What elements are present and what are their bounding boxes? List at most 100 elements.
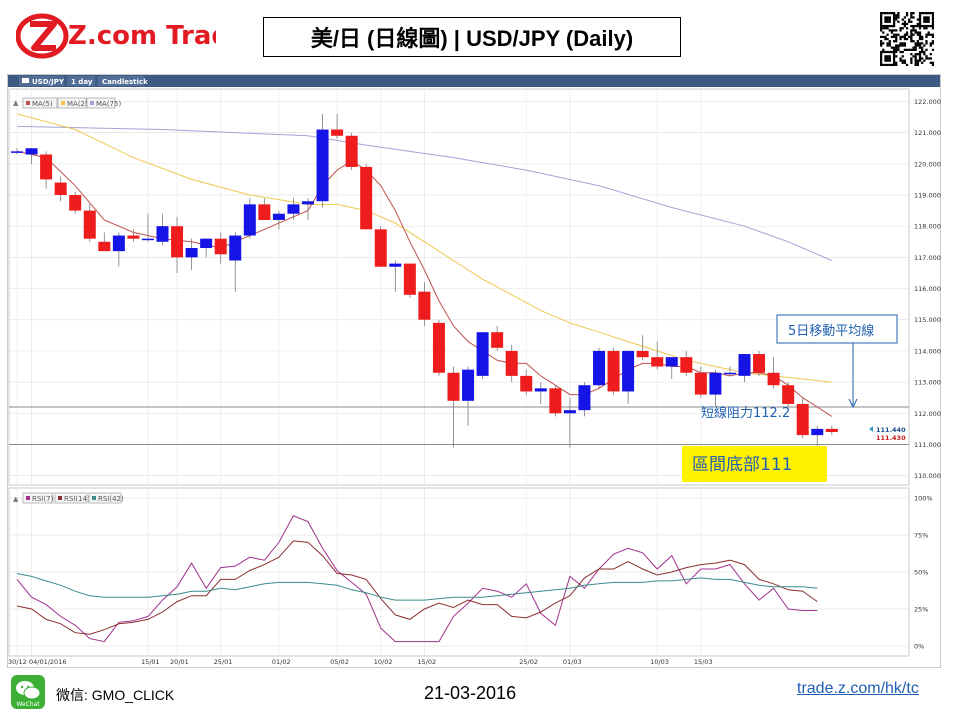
- qr-module: [923, 44, 926, 47]
- candle: [476, 332, 489, 379]
- tab-timeframe-label: 1 day: [71, 78, 93, 86]
- candle: [287, 198, 300, 220]
- legend-rsi42[interactable]: RSI(42): [88, 492, 124, 504]
- qr-module: [914, 53, 917, 56]
- qr-module: [892, 59, 896, 62]
- date-axis-tick-label: 01/03: [563, 658, 582, 666]
- tab-symbol[interactable]: USD/JPY: [19, 76, 65, 86]
- qr-module: [903, 35, 907, 39]
- candle-body: [549, 388, 562, 414]
- qr-module: [918, 12, 922, 15]
- qr-module: [899, 35, 902, 39]
- candle: [753, 350, 766, 376]
- legend-ma5[interactable]: MA(5): [22, 97, 58, 109]
- candle-body: [418, 291, 431, 320]
- qr-module: [918, 35, 922, 39]
- candle: [651, 341, 664, 370]
- qr-module: [901, 22, 904, 26]
- candle-body: [665, 357, 678, 367]
- qr-module: [892, 16, 896, 19]
- qr-module: [882, 48, 885, 51]
- site-link[interactable]: trade.z.com/hk/tc: [797, 680, 919, 697]
- qr-module: [884, 27, 887, 30]
- qr-module: [905, 63, 909, 67]
- qr-module: [880, 57, 883, 60]
- qr-module: [892, 61, 896, 64]
- candle: [258, 198, 271, 220]
- qr-module: [925, 20, 928, 23]
- candle-body: [593, 350, 605, 386]
- qr-module: [921, 57, 924, 60]
- qr-module: [890, 31, 894, 34]
- qr-module: [899, 27, 902, 30]
- qr-module: [912, 12, 915, 15]
- brand-logo: Z.com Trade: [15, 10, 248, 62]
- qr-module: [895, 29, 898, 32]
- qr-module: [925, 48, 928, 51]
- qr-module: [931, 35, 935, 39]
- qr-module: [925, 24, 928, 28]
- ma5-callout-text: 5日移動平均線: [788, 323, 874, 339]
- ma25-line: [16, 113, 832, 383]
- legend-ma75[interactable]: MA(75): [86, 97, 121, 109]
- qr-module: [892, 40, 896, 43]
- qr-module: [880, 16, 883, 19]
- qr-module: [910, 31, 913, 34]
- qr-module: [899, 37, 902, 41]
- price-legend-collapse-icon[interactable]: ▲: [13, 99, 19, 107]
- candle-body: [345, 135, 358, 167]
- candle-body: [462, 369, 475, 401]
- tab-timeframe[interactable]: 1 day: [67, 76, 95, 86]
- candle: [83, 204, 96, 242]
- qr-module: [910, 20, 913, 23]
- qr-module: [892, 22, 896, 26]
- qr-module: [912, 48, 915, 51]
- qr-module: [895, 37, 898, 41]
- tab-chart-type[interactable]: Candlestick: [98, 76, 148, 86]
- qr-module: [905, 12, 909, 15]
- candle: [767, 357, 780, 389]
- qr-module: [918, 53, 922, 56]
- qr-module: [905, 22, 909, 26]
- candle-body: [520, 375, 533, 392]
- candle-body: [141, 238, 154, 241]
- qr-module: [888, 24, 891, 28]
- candle: [665, 357, 678, 379]
- candle-body: [476, 332, 489, 376]
- qr-module: [905, 27, 909, 30]
- qr-module: [888, 55, 891, 58]
- legend-rsi7[interactable]: RSI(7): [22, 492, 54, 504]
- candle-body: [694, 372, 707, 395]
- qr-module: [916, 24, 919, 28]
- qr-module: [918, 18, 922, 21]
- candle-body: [331, 129, 344, 136]
- qr-module: [903, 24, 907, 28]
- qr-module: [929, 57, 932, 60]
- wechat-icon-text: WeChat: [16, 701, 40, 708]
- qr-module: [895, 48, 898, 51]
- qr-module: [888, 18, 891, 21]
- qr-module: [912, 29, 915, 32]
- qr-module: [880, 29, 883, 32]
- candle-body: [607, 350, 620, 392]
- qr-module: [884, 55, 887, 58]
- qr-module: [888, 12, 891, 15]
- qr-module: [890, 50, 894, 54]
- rsi-legend-collapse-icon[interactable]: ▲: [13, 495, 19, 503]
- report-date: 21-03-2016: [424, 683, 517, 703]
- qr-module: [895, 61, 898, 64]
- qr-module: [914, 31, 917, 34]
- qr-module: [916, 53, 919, 56]
- qr-module: [882, 42, 885, 45]
- qr-module: [882, 27, 885, 30]
- candle: [723, 366, 736, 376]
- legend-ma5-label: MA(5): [32, 100, 53, 108]
- qr-module: [897, 16, 900, 19]
- legend-ma25[interactable]: MA(25): [57, 97, 92, 109]
- candle: [98, 232, 111, 252]
- price-axis-tick-label: 122.000: [914, 98, 941, 106]
- qr-module: [918, 31, 922, 34]
- qr-module: [916, 22, 919, 26]
- legend-rsi14[interactable]: RSI(14): [54, 492, 90, 504]
- qr-module: [923, 18, 926, 21]
